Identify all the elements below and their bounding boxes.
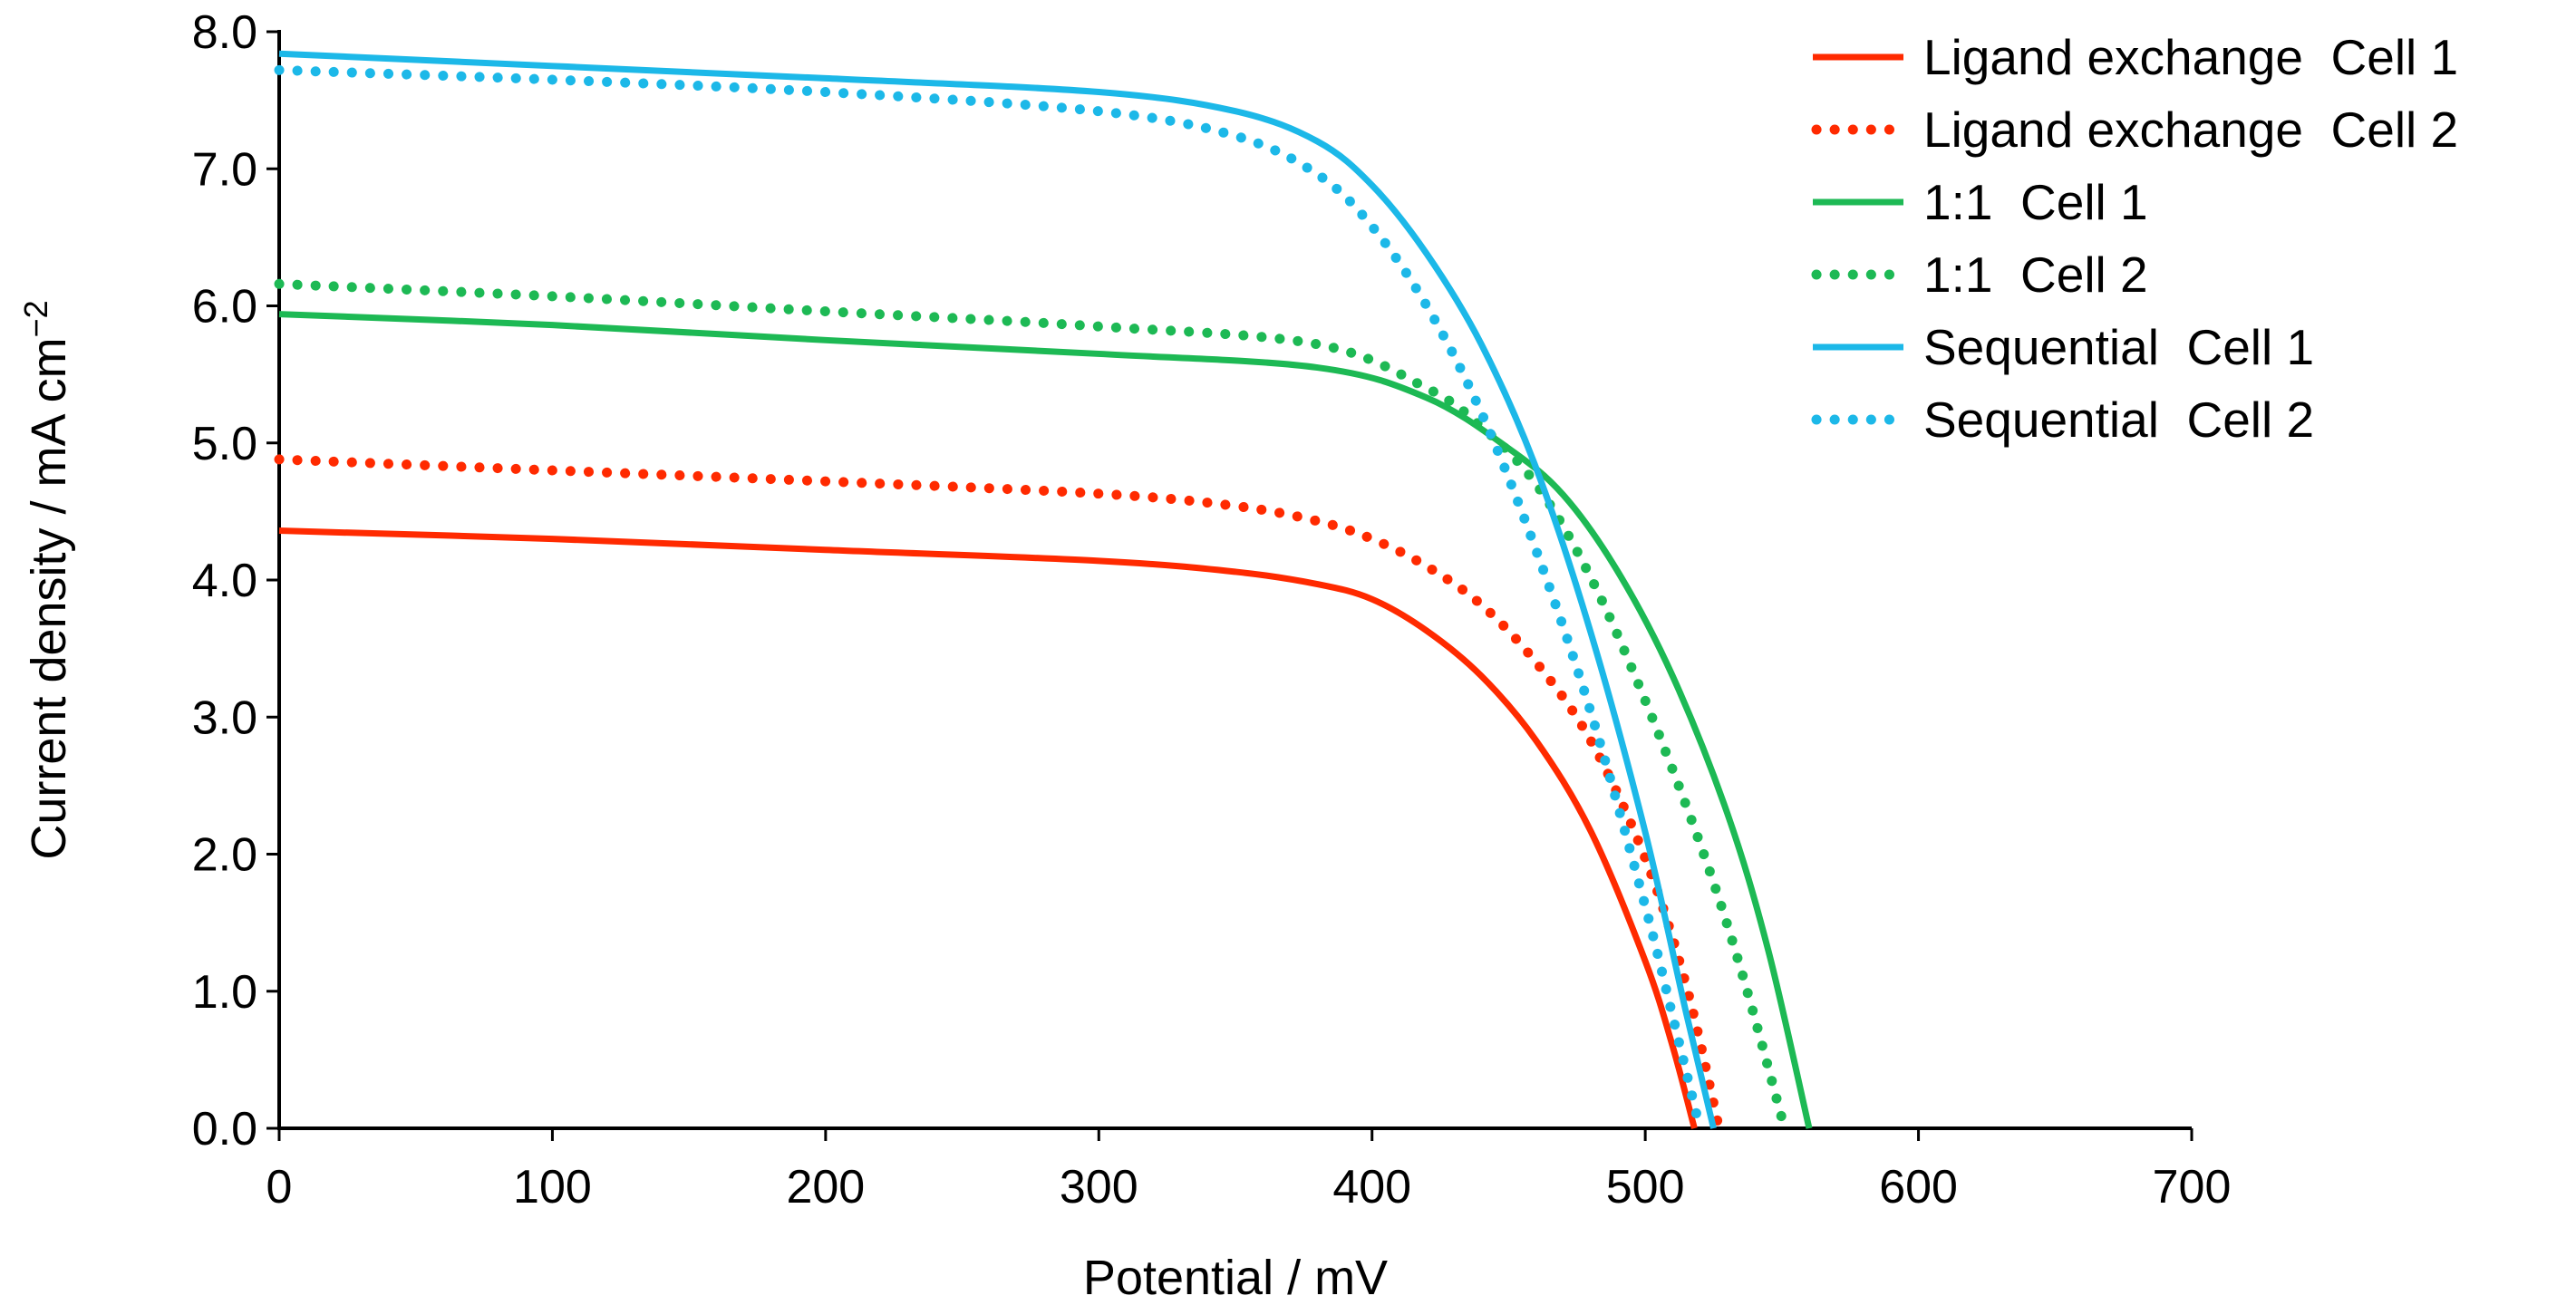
y-tick-label: 5.0 [192, 418, 257, 470]
y-tick-label: 6.0 [192, 281, 257, 334]
legend-label-sequential-cell-1: Sequential Cell 1 [1923, 319, 2314, 375]
series-line-sequential-cell-1 [278, 50, 1717, 1129]
y-tick-label: 3.0 [192, 691, 257, 744]
x-tick-label: 400 [1332, 1161, 1411, 1213]
x-axis-ticks: 0 100 200 300 400 500 600 700 [266, 1128, 2232, 1213]
plot-series [274, 50, 1813, 1134]
series-line-ligand-exchange-cell-1 [278, 527, 1698, 1129]
legend-label-1-1-cell-2: 1:1 Cell 2 [1923, 247, 2148, 303]
legend-label-ligand-exchange-cell-1: Ligand exchange Cell 1 [1923, 29, 2458, 85]
series-line-ligand-exchange-cell-2 [274, 454, 1725, 1134]
y-tick-label: 8.0 [192, 6, 257, 59]
series-line-sequential-cell-2 [274, 64, 1705, 1134]
x-axis-title: Potential / mV [1083, 1251, 1388, 1305]
y-tick-label: 1.0 [192, 966, 257, 1019]
x-tick-label: 500 [1606, 1161, 1685, 1213]
legend-label-ligand-exchange-cell-2: Ligand exchange Cell 2 [1923, 102, 2458, 158]
y-axis-title-main: Current density / mA cm [22, 337, 76, 859]
series-line-1-1-cell-2 [274, 278, 1790, 1134]
y-tick-label: 4.0 [192, 555, 257, 607]
legend-label-1-1-cell-1: 1:1 Cell 1 [1923, 174, 2148, 230]
y-axis-title-superscript: −2 [17, 300, 54, 337]
y-axis-ticks: 0.0 1.0 2.0 3.0 4.0 5.0 6.0 7.0 8.0 [192, 6, 279, 1155]
x-tick-label: 600 [1879, 1161, 1958, 1213]
x-tick-label: 100 [513, 1161, 592, 1213]
x-tick-label: 200 [786, 1161, 865, 1213]
legend: Ligand exchange Cell 1 Ligand exchange Ce… [1811, 29, 2458, 448]
x-tick-label: 0 [266, 1161, 293, 1213]
x-tick-label: 300 [1060, 1161, 1138, 1213]
y-tick-label: 7.0 [192, 143, 257, 196]
series-line-1-1-cell-1 [278, 311, 1813, 1129]
y-tick-label: 0.0 [192, 1103, 257, 1155]
legend-label-sequential-cell-2: Sequential Cell 2 [1923, 392, 2314, 448]
y-axis-title: Current density / mA cm−2 [17, 300, 76, 859]
x-tick-label: 700 [2153, 1161, 2232, 1213]
y-tick-label: 2.0 [192, 829, 257, 882]
axes [277, 30, 2192, 1130]
